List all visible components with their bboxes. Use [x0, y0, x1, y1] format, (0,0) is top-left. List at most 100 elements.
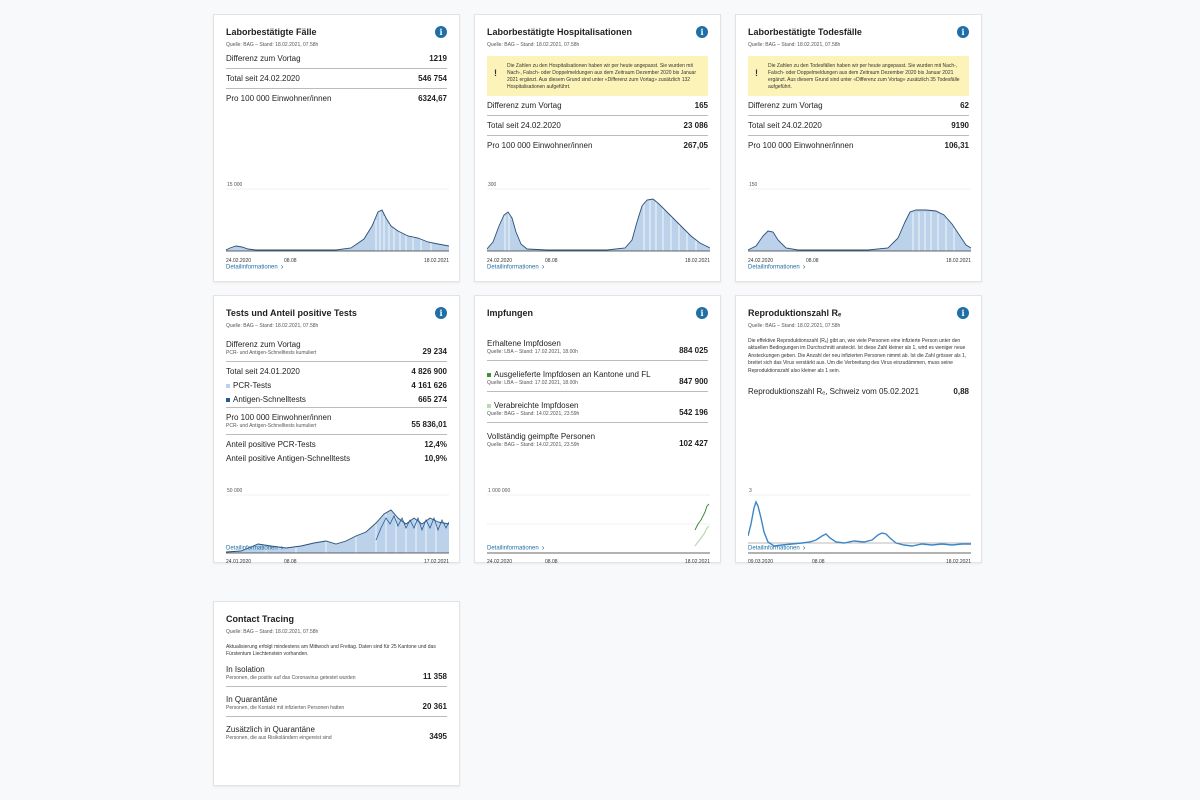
detail-link-label: Detailinformationen — [748, 265, 800, 271]
source-line: Quelle: BAG – Stand: 18.02.2021, 07.58h — [226, 42, 319, 48]
vacc-delivered-line — [694, 503, 710, 531]
stat-value: 165 — [694, 101, 708, 110]
chevron-right-icon: › — [541, 543, 545, 553]
stat-sub: Quelle: LBA – Stand: 17.02.2021, 18.00h — [487, 349, 578, 355]
chevron-right-icon: › — [802, 543, 806, 553]
stat-value: 106,31 — [944, 141, 969, 150]
info-icon[interactable]: i — [435, 26, 447, 38]
stat-label: Total seit 24.02.2020 — [226, 74, 300, 83]
detail-link[interactable]: Detailinformationen › — [487, 263, 544, 271]
stat-label: Pro 100 000 Einwohner/innen — [748, 141, 854, 150]
stat-label: In Quarantäne — [226, 694, 278, 704]
stat-row: Anteil positive Antigen-Schnelltests 10,… — [226, 454, 447, 466]
x-axis-start: 24.02.2020 — [748, 258, 774, 264]
y-axis-max: 50 000 — [227, 488, 243, 494]
stat-row: Differenz zum Vortag 165 — [487, 101, 708, 116]
stat-value: 55 836,01 — [411, 420, 447, 429]
detail-link-label: Detailinformationen — [487, 265, 539, 271]
stat-row: Reproduktionszahl Rₑ, Schweiz vom 05.02.… — [748, 387, 969, 401]
info-icon[interactable]: i — [957, 307, 969, 319]
x-axis-start: 24.02.2020 — [226, 258, 252, 264]
legend-swatch — [487, 403, 491, 408]
chevron-right-icon: › — [280, 262, 284, 272]
stat-row: Total seit 24.02.2020 546 754 — [226, 74, 447, 89]
stat-value: 12,4% — [424, 440, 447, 449]
card-contact-tracing: Contact Tracing Quelle: BAG – Stand: 18.… — [213, 601, 460, 786]
tests-antigen-line — [375, 515, 449, 541]
stat-sub: PCR- und Antigen-Schnelltests kumuliert — [226, 350, 317, 356]
tests-chart: 50 000 24.01.2020 08.08 17.02.2021 — [226, 488, 449, 565]
stat-row: Differenz zum Vortag 62 — [748, 101, 969, 116]
stat-sub: Personen, die aus Risikoländern eingerei… — [226, 734, 332, 741]
stat-label: Differenz zum Vortag — [226, 340, 301, 349]
stat-label: Total seit 24.02.2020 — [487, 121, 561, 130]
hospitalisations-area — [487, 199, 710, 251]
stat-value: 23 086 — [683, 121, 708, 130]
stat-value: 3495 — [429, 731, 447, 741]
card-title: Laborbestätigte Hospitalisationen — [487, 27, 633, 37]
x-axis-end: 17.02.2021 — [423, 559, 449, 565]
info-icon[interactable]: i — [696, 26, 708, 38]
tests-line — [226, 509, 449, 553]
stat-value: 267,05 — [683, 141, 708, 150]
x-axis-mid: 08.08 — [812, 559, 825, 565]
chevron-right-icon: › — [802, 262, 806, 272]
detail-link[interactable]: Detailinformationen › — [748, 262, 806, 272]
detail-link[interactable]: Detailinformationen › — [226, 262, 284, 272]
legend-swatch — [487, 372, 491, 377]
card-title: Impfungen — [487, 308, 533, 318]
warning-icon: ! — [755, 68, 758, 78]
stat-value: 20 361 — [422, 701, 447, 711]
reproduction-line — [748, 500, 971, 547]
card-cases: Laborbestätigte Fälle i Quelle: BAG – St… — [213, 14, 460, 282]
detail-link[interactable]: Detailinformationen › — [226, 544, 283, 552]
deaths-line — [748, 209, 971, 251]
warning-icon: ! — [494, 68, 497, 78]
y-axis-max: 15 000 — [227, 182, 243, 188]
stat-label: PCR-Tests — [233, 381, 272, 390]
legend-swatch — [226, 397, 230, 402]
notice-text: Die Zahlen zu den Hospitalisationen habe… — [507, 63, 696, 90]
stat-row: Total seit 24.02.2020 9190 — [748, 121, 969, 136]
y-axis-max: 300 — [488, 182, 497, 188]
card-hospitalisations: Laborbestätigte Hospitalisationen i Quel… — [474, 14, 721, 282]
cases-line — [226, 209, 449, 251]
stat-label: Total seit 24.01.2020 — [226, 367, 300, 376]
stat-label: Reproduktionszahl Rₑ, Schweiz vom 05.02.… — [748, 387, 920, 397]
x-axis-end: 18.02.2021 — [684, 258, 710, 264]
stat-label: Pro 100 000 Einwohner/innen — [487, 141, 593, 150]
info-icon[interactable]: i — [435, 307, 447, 319]
stat-value: 546 754 — [418, 74, 447, 83]
info-icon[interactable]: i — [696, 307, 708, 319]
stat-value: 884 025 — [679, 346, 708, 355]
source-line: Quelle: BAG – Stand: 18.02.2021, 07.58h — [748, 323, 841, 329]
info-icon[interactable]: i — [957, 26, 969, 38]
detail-link[interactable]: Detailinformationen › — [487, 543, 545, 553]
stat-sub: Quelle: LBA – Stand: 17.02.2021, 18.00h — [487, 380, 578, 386]
stat-sub: Personen, die positiv auf das Coronaviru… — [226, 674, 356, 681]
x-axis-end: 18.02.2021 — [423, 258, 449, 264]
card-title: Laborbestätigte Todesfälle — [748, 27, 862, 37]
stat-label: Differenz zum Vortag — [226, 54, 301, 63]
y-axis-max: 3 — [749, 488, 752, 494]
stat-sub: Personen, die Kontakt mit infizierten Pe… — [226, 704, 345, 711]
card-vaccinations: Impfungen i Erhaltene Impfdosen Quelle: L… — [474, 295, 721, 565]
detail-link-label: Detailinformationen — [226, 546, 278, 552]
stat-value: 665 274 — [418, 395, 447, 404]
vaccinations-chart: 1 000 000 24.02.2020 08.08 18.02.2021 — [487, 488, 710, 565]
stat-row: Erhaltene Impfdosen Quelle: LBA – Stand: … — [487, 339, 708, 361]
stat-label: Differenz zum Vortag — [487, 101, 562, 110]
stat-row: Differenz zum Vortag PCR- und Antigen-Sch… — [226, 340, 447, 362]
stat-value: 542 196 — [679, 408, 708, 417]
detail-link[interactable]: Detailinformationen › — [748, 543, 806, 553]
stat-label: Erhaltene Impfdosen — [487, 339, 561, 348]
stat-label: Total seit 24.02.2020 — [748, 121, 822, 130]
x-axis-start: 09.03.2020 — [748, 559, 774, 565]
card-deaths: Laborbestätigte Todesfälle i Quelle: BAG… — [735, 14, 982, 282]
x-axis-mid: 08.08 — [545, 559, 558, 565]
notice-box: ! Die Zahlen zu den Todesfällen haben wi… — [748, 56, 969, 96]
y-axis-max: 150 — [749, 182, 758, 188]
y-axis-max: 1 000 000 — [488, 488, 511, 494]
card-title: Reproduktionszahl Rₑ — [748, 308, 842, 318]
source-line: Quelle: BAG – Stand: 18.02.2021, 07.58h — [226, 323, 319, 329]
